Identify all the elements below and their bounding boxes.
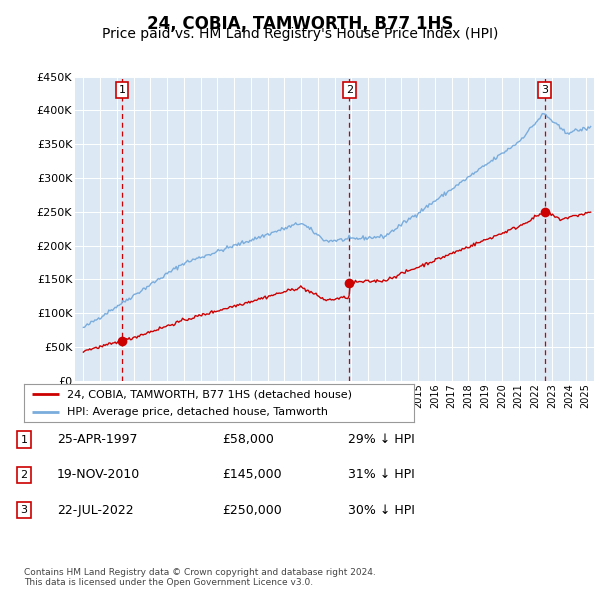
Text: 22-JUL-2022: 22-JUL-2022 [57,504,134,517]
Text: 19-NOV-2010: 19-NOV-2010 [57,468,140,481]
Text: 30% ↓ HPI: 30% ↓ HPI [348,504,415,517]
Text: 1: 1 [119,85,126,95]
Text: 24, COBIA, TAMWORTH, B77 1HS: 24, COBIA, TAMWORTH, B77 1HS [147,15,453,33]
Text: 2: 2 [20,470,28,480]
Text: £250,000: £250,000 [222,504,282,517]
Text: Price paid vs. HM Land Registry's House Price Index (HPI): Price paid vs. HM Land Registry's House … [102,27,498,41]
Text: 3: 3 [20,506,28,515]
Text: 24, COBIA, TAMWORTH, B77 1HS (detached house): 24, COBIA, TAMWORTH, B77 1HS (detached h… [67,389,352,399]
Text: 29% ↓ HPI: 29% ↓ HPI [348,433,415,446]
Text: 31% ↓ HPI: 31% ↓ HPI [348,468,415,481]
Text: 1: 1 [20,435,28,444]
Text: £58,000: £58,000 [222,433,274,446]
Text: 2: 2 [346,85,353,95]
Text: HPI: Average price, detached house, Tamworth: HPI: Average price, detached house, Tamw… [67,407,328,417]
Text: 25-APR-1997: 25-APR-1997 [57,433,137,446]
Text: £145,000: £145,000 [222,468,281,481]
Text: 3: 3 [541,85,548,95]
Text: Contains HM Land Registry data © Crown copyright and database right 2024.
This d: Contains HM Land Registry data © Crown c… [24,568,376,587]
